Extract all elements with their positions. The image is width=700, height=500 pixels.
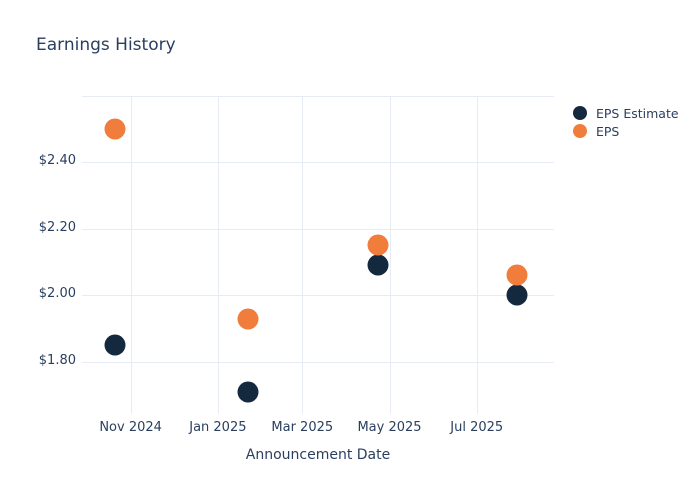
data-point-eps-estimate[interactable] (104, 334, 126, 356)
x-gridline (217, 97, 219, 414)
data-point-eps-estimate[interactable] (506, 284, 528, 306)
data-point-eps-estimate[interactable] (237, 381, 259, 403)
data-point-eps[interactable] (104, 118, 126, 140)
data-point-eps[interactable] (237, 308, 259, 330)
data-point-eps[interactable] (506, 264, 528, 286)
plot-area (82, 96, 554, 414)
eps-swatch-icon (573, 124, 587, 138)
x-gridline (389, 97, 391, 414)
data-point-eps[interactable] (367, 234, 389, 256)
x-axis-title: Announcement Date (245, 447, 391, 463)
y-gridline (82, 362, 554, 363)
x-gridline (302, 97, 304, 414)
x-tick-label: Nov 2024 (99, 420, 162, 435)
x-tick-label: Jul 2025 (450, 420, 504, 435)
data-point-eps-estimate[interactable] (367, 254, 389, 276)
chart-title: Earnings History (36, 35, 176, 55)
legend-label: EPS (596, 123, 620, 139)
y-gridline (82, 295, 554, 297)
y-tick-label: $1.80 (38, 353, 76, 368)
x-tick-label: Mar 2025 (271, 420, 334, 435)
legend-label: EPS Estimate (596, 105, 679, 121)
legend: EPS Estimate EPS (573, 104, 679, 140)
y-tick-label: $2.40 (38, 153, 76, 168)
y-tick-label: $2.00 (38, 286, 76, 302)
x-gridline (130, 97, 132, 414)
eps-estimate-swatch-icon (573, 106, 587, 120)
x-gridline (476, 97, 478, 414)
x-tick-label: May 2025 (357, 420, 422, 435)
legend-item-eps[interactable]: EPS (573, 122, 679, 140)
legend-item-eps-estimate[interactable]: EPS Estimate (573, 104, 679, 122)
y-gridline (82, 228, 554, 230)
y-gridline (82, 162, 554, 163)
x-tick-label: Jan 2025 (189, 420, 247, 435)
y-tick-label: $2.20 (38, 219, 76, 235)
